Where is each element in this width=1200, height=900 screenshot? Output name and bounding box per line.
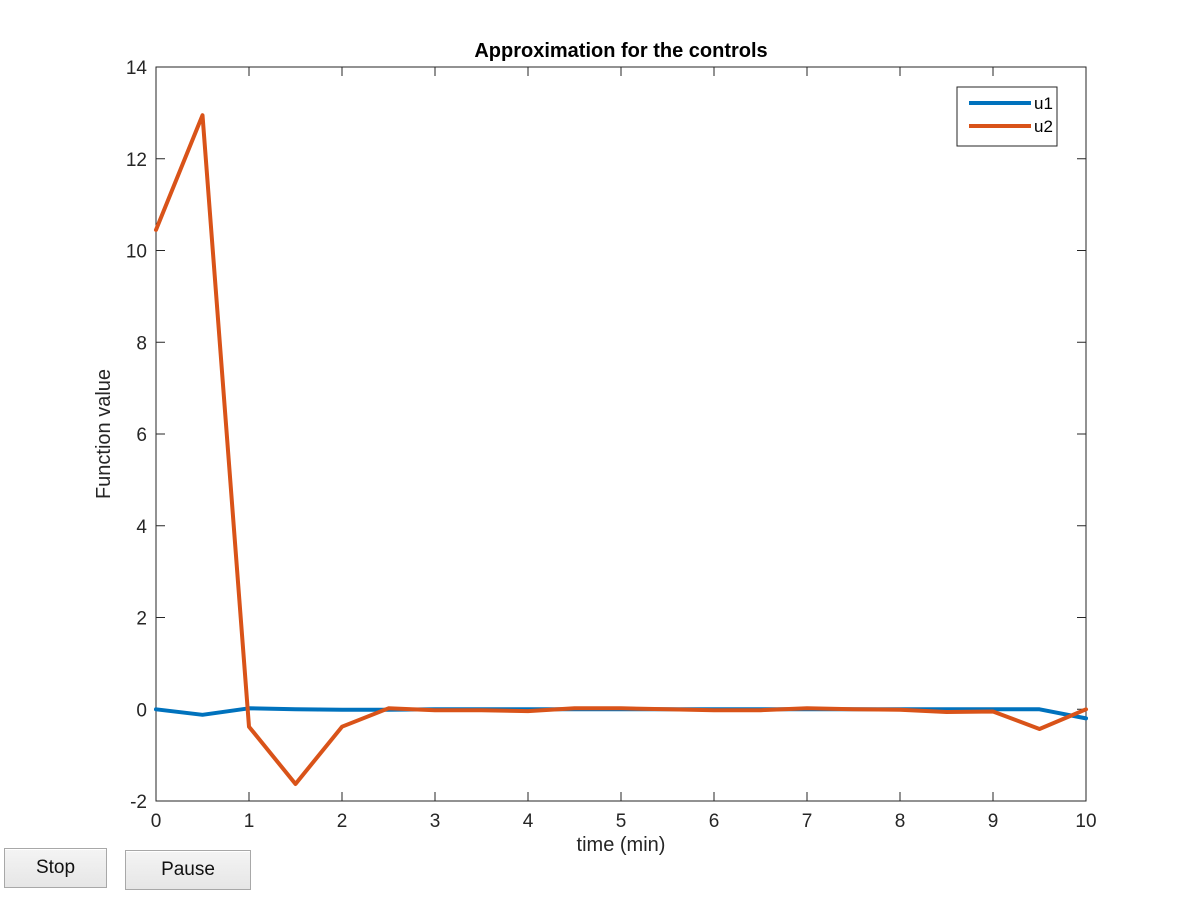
x-tick-label: 5 bbox=[616, 811, 627, 832]
axes-box bbox=[155, 66, 1087, 802]
x-tick-label: 2 bbox=[337, 811, 348, 832]
x-tick-label: 8 bbox=[895, 811, 906, 832]
stop-button[interactable]: Stop bbox=[4, 848, 107, 888]
legend-label-u2: u2 bbox=[1034, 117, 1053, 136]
x-tick-label: 3 bbox=[430, 811, 441, 832]
y-tick-label: 0 bbox=[136, 700, 147, 721]
x-tick-label: 10 bbox=[1075, 811, 1096, 832]
y-tick-label: 10 bbox=[126, 242, 147, 263]
x-tick-label: 1 bbox=[244, 811, 255, 832]
legend-box bbox=[956, 86, 1058, 147]
y-axis-label: Function value bbox=[93, 369, 115, 499]
y-tick-label: -2 bbox=[130, 792, 147, 813]
x-tick-label: 6 bbox=[709, 811, 720, 832]
x-tick-label: 9 bbox=[988, 811, 999, 832]
pause-button[interactable]: Pause bbox=[125, 850, 251, 890]
y-tick-label: 12 bbox=[126, 150, 147, 171]
x-tick-label: 0 bbox=[151, 811, 162, 832]
y-tick-label: 2 bbox=[136, 609, 147, 630]
chart-title: Approximation for the controls bbox=[474, 40, 767, 62]
y-tick-label: 8 bbox=[136, 333, 147, 354]
series-line-u2 bbox=[154, 113, 1088, 786]
x-tick-label: 7 bbox=[802, 811, 813, 832]
y-tick-label: 4 bbox=[136, 517, 147, 538]
x-tick-label: 4 bbox=[523, 811, 534, 832]
y-tick-label: 6 bbox=[136, 425, 147, 446]
legend-label-u1: u1 bbox=[1034, 94, 1053, 113]
x-axis-label: time (min) bbox=[577, 834, 666, 856]
y-tick-label: 14 bbox=[126, 58, 148, 79]
